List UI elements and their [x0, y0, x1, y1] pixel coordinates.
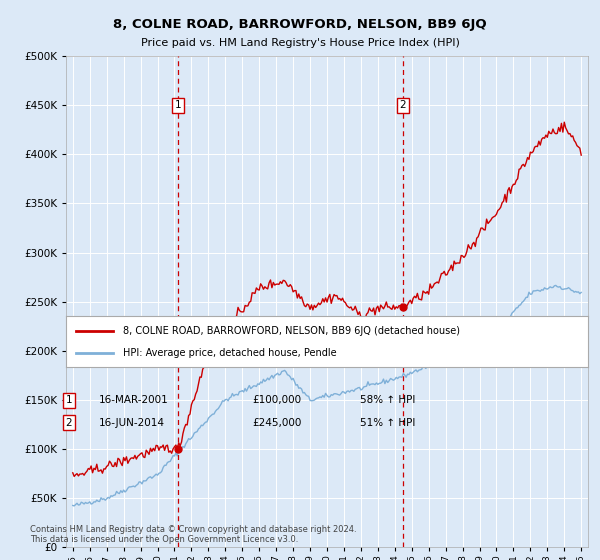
Text: 8, COLNE ROAD, BARROWFORD, NELSON, BB9 6JQ: 8, COLNE ROAD, BARROWFORD, NELSON, BB9 6…: [113, 18, 487, 31]
Text: Price paid vs. HM Land Registry's House Price Index (HPI): Price paid vs. HM Land Registry's House …: [140, 38, 460, 48]
Text: 58% ↑ HPI: 58% ↑ HPI: [360, 395, 415, 405]
Text: 16-JUN-2014: 16-JUN-2014: [99, 418, 165, 428]
Text: £100,000: £100,000: [252, 395, 301, 405]
Text: 16-MAR-2001: 16-MAR-2001: [99, 395, 169, 405]
Text: 2: 2: [65, 418, 73, 428]
Text: 1: 1: [175, 100, 181, 110]
Text: HPI: Average price, detached house, Pendle: HPI: Average price, detached house, Pend…: [124, 348, 337, 358]
Text: 8, COLNE ROAD, BARROWFORD, NELSON, BB9 6JQ (detached house): 8, COLNE ROAD, BARROWFORD, NELSON, BB9 6…: [124, 325, 460, 335]
Text: £245,000: £245,000: [252, 418, 301, 428]
Text: 2: 2: [399, 100, 406, 110]
Text: 51% ↑ HPI: 51% ↑ HPI: [360, 418, 415, 428]
Text: 1: 1: [65, 395, 73, 405]
Text: Contains HM Land Registry data © Crown copyright and database right 2024.
This d: Contains HM Land Registry data © Crown c…: [30, 525, 356, 544]
